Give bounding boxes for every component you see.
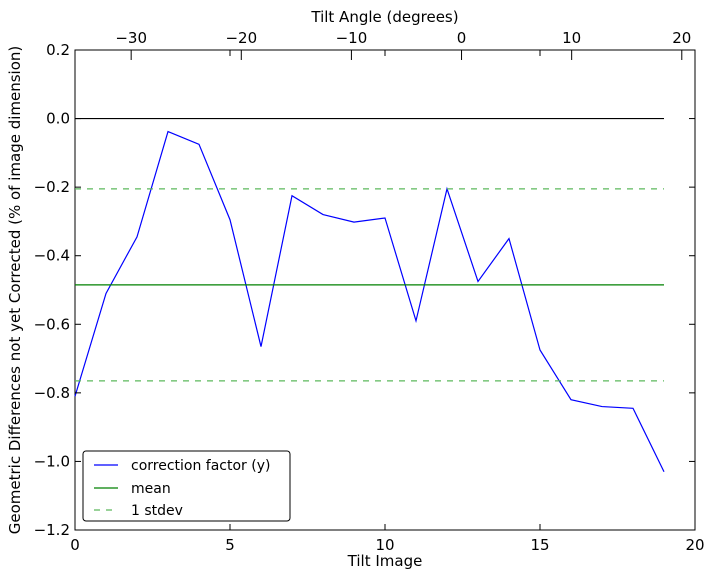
top-x-tick-label: 10 bbox=[562, 29, 581, 47]
y-tick-label: −0.4 bbox=[34, 247, 70, 265]
legend-label-stdev: 1 stdev bbox=[131, 503, 183, 519]
x-tick-label: 5 bbox=[225, 536, 235, 554]
top-x-tick-label: −30 bbox=[115, 29, 147, 47]
y-tick-label: 0.2 bbox=[46, 41, 70, 59]
plot-area bbox=[74, 49, 696, 531]
top-x-tick-label: 0 bbox=[457, 29, 467, 47]
top-x-tick-label: −20 bbox=[225, 29, 257, 47]
ticks-layer: 0 5 10 15 20 −1.2 −1.0 −0.8 −0.6 −0.4 −0.2 0.0 0.2 −3… bbox=[34, 29, 705, 554]
y-tick-label: 0.0 bbox=[46, 110, 70, 128]
x-axis-title: Tilt Image bbox=[347, 552, 423, 570]
y-axis-title: Geometric Differences not yet Corrected … bbox=[6, 46, 24, 535]
series-layer bbox=[74, 117, 665, 472]
y-tick-label: −0.8 bbox=[34, 384, 70, 402]
legend: correction factor (y) mean 1 stdev bbox=[82, 450, 291, 522]
x-tick-label: 20 bbox=[685, 536, 704, 554]
x-tick-label: 15 bbox=[530, 536, 549, 554]
y-tick-label: −0.6 bbox=[34, 315, 70, 333]
x-tick-label: 0 bbox=[70, 536, 80, 554]
top-x-axis-title: Tilt Angle (degrees) bbox=[310, 8, 458, 26]
top-x-tick-label: −10 bbox=[336, 29, 368, 47]
legend-label-mean: mean bbox=[131, 481, 171, 497]
top-x-tick-label: 20 bbox=[672, 29, 691, 47]
x-tick-label: 10 bbox=[375, 536, 394, 554]
series-line-0 bbox=[74, 130, 665, 472]
y-tick-label: −0.2 bbox=[34, 178, 70, 196]
legend-box bbox=[82, 450, 291, 522]
y-tick-label: −1.0 bbox=[34, 452, 70, 470]
legend-label-correction-factor: correction factor (y) bbox=[131, 458, 270, 474]
y-tick-label: −1.2 bbox=[34, 521, 70, 539]
